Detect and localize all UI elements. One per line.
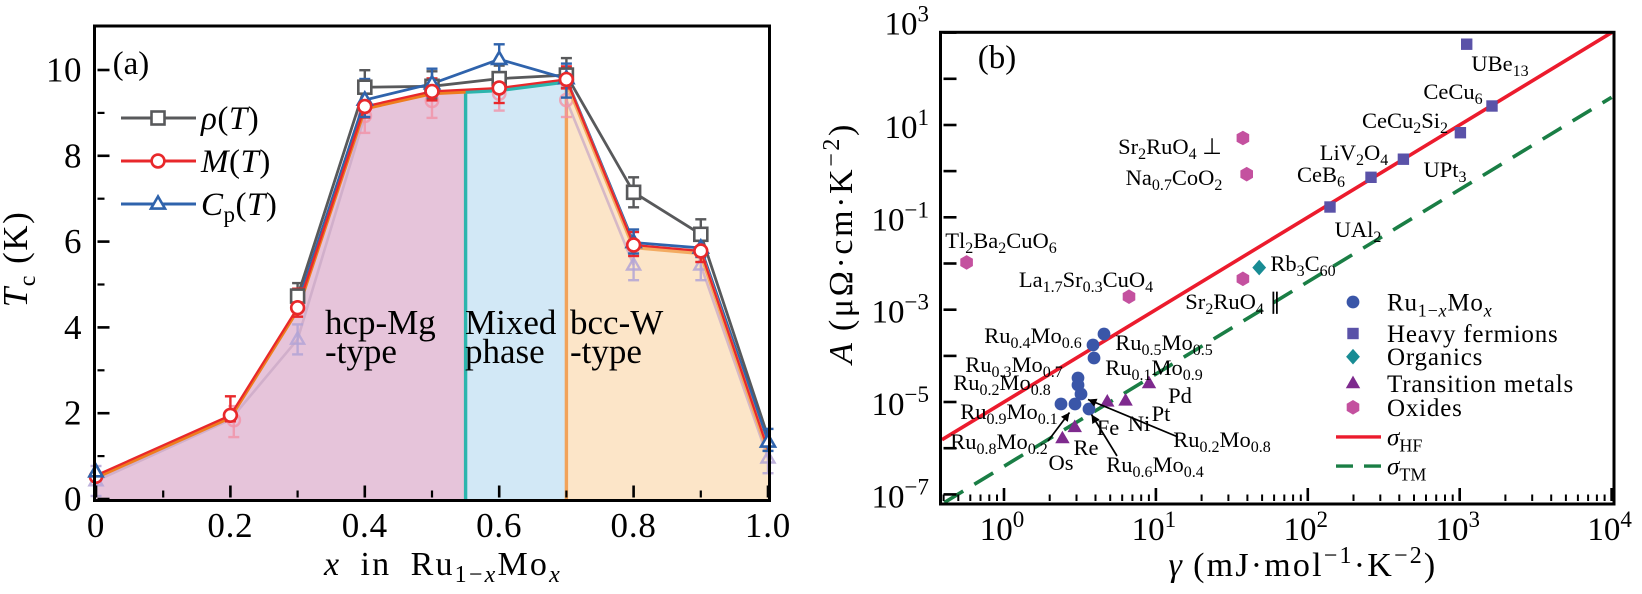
svg-text:Ru0.2​Mo0.8​: Ru0.2​Mo0.8​ (1173, 427, 1271, 456)
svg-text:103​: 103​ (885, 2, 930, 43)
svg-text:Cp​(T): Cp​(T) (201, 187, 277, 227)
svg-text:UPt3​: UPt3​ (1423, 157, 1466, 186)
svg-text:Ru0.6​Mo0.4​: Ru0.6​Mo0.4​ (1106, 452, 1204, 481)
svg-text:101​: 101​ (885, 105, 930, 146)
svg-text:Tc​ (K): Tc​ (K) (0, 211, 41, 307)
svg-text:10−1​: 10−1​ (872, 197, 929, 238)
svg-text:1.0: 1.0 (745, 506, 791, 545)
svg-text:0.6: 0.6 (476, 506, 522, 545)
svg-text:(b): (b) (978, 40, 1016, 76)
svg-text:Ru1−​x​Mox​: Ru1−​x​Mox​ (1387, 290, 1492, 321)
svg-text:2: 2 (64, 394, 82, 433)
svg-text:CeCu2​Si2​: CeCu2​Si2​ (1362, 108, 1448, 137)
svg-text:bcc-W: bcc-W (570, 303, 663, 342)
svg-text:0.8: 0.8 (611, 506, 657, 545)
svg-text:Fe: Fe (1097, 415, 1120, 440)
svg-text:-type: -type (325, 332, 397, 371)
svg-text:Ru0.2​Mo0.8​: Ru0.2​Mo0.8​ (953, 370, 1051, 399)
svg-text:Os: Os (1048, 450, 1073, 475)
svg-text:Ni: Ni (1128, 411, 1151, 436)
svg-text:LiV2​O4​: LiV2​O4​ (1320, 140, 1389, 169)
svg-text:Pd: Pd (1168, 383, 1192, 408)
svg-text:σTM​: σTM​ (1387, 454, 1426, 485)
svg-text:(a): (a) (113, 46, 150, 82)
svg-text:Oxides: Oxides (1387, 395, 1463, 422)
svg-text:CeB6​: CeB6​ (1297, 162, 1345, 191)
svg-text:Sr2​RuO4​ ∥: Sr2​RuO4​ ∥ (1185, 289, 1280, 318)
svg-text:x in Ru1−​x​Mox​: x in Ru1−​x​Mox​ (323, 546, 562, 588)
svg-text:104​: 104​ (1587, 507, 1632, 548)
svg-text:10−5​: 10−5​ (872, 382, 929, 423)
svg-text:10: 10 (46, 51, 82, 90)
svg-text:Ru0.3​Mo0.7​: Ru0.3​Mo0.7​ (965, 352, 1063, 381)
svg-text:102​: 102​ (1284, 507, 1329, 548)
svg-text:Heavy fermions: Heavy fermions (1387, 321, 1559, 348)
svg-text:0.2: 0.2 (207, 506, 253, 545)
svg-text:Mixed: Mixed (465, 303, 557, 342)
svg-text:A (μΩ·cm·K−2​): A (μΩ·cm·K−2​) (819, 122, 860, 366)
svg-text:10−3​: 10−3​ (872, 290, 929, 331)
svg-text:100​: 100​ (980, 507, 1025, 548)
svg-text:Na0.7​CoO2​: Na0.7​CoO2​ (1126, 165, 1223, 194)
svg-text:Pt: Pt (1152, 401, 1172, 426)
svg-text:La1.7​Sr0.3​CuO4​: La1.7​Sr0.3​CuO4​ (1019, 267, 1153, 296)
svg-text:0: 0 (87, 506, 105, 545)
svg-text:Tl2​Ba2​CuO6​: Tl2​Ba2​CuO6​ (945, 228, 1057, 257)
svg-text:Ru0.8​Mo0.2​: Ru0.8​Mo0.2​ (950, 429, 1048, 458)
svg-text:γ (mJ·mol−1​·K−2​): γ (mJ·mol−1​·K−2​) (1169, 543, 1438, 584)
svg-text:Ru0.5​Mo0.5​: Ru0.5​Mo0.5​ (1115, 330, 1213, 359)
svg-text:Ru0.4​Mo0.6​: Ru0.4​Mo0.6​ (984, 323, 1082, 352)
svg-text:8: 8 (64, 136, 82, 175)
svg-text:hcp-Mg: hcp-Mg (325, 303, 436, 342)
svg-text:σHF​: σHF​ (1387, 424, 1422, 455)
svg-text:101​: 101​ (1132, 507, 1177, 548)
svg-text:Rb3​C60​: Rb3​C60​ (1270, 251, 1335, 280)
svg-text:Sr2​RuO4​ ⊥: Sr2​RuO4​ ⊥ (1118, 134, 1222, 163)
svg-text:M(T): M(T) (200, 144, 271, 180)
svg-text:ρ(T): ρ(T) (200, 101, 259, 137)
svg-text:Ru0.9​Mo0.1​: Ru0.9​Mo0.1​ (960, 399, 1058, 428)
svg-text:4: 4 (64, 308, 82, 347)
svg-text:0: 0 (64, 480, 82, 519)
svg-text:phase: phase (465, 332, 545, 371)
svg-text:UBe13​: UBe13​ (1471, 51, 1528, 80)
svg-text:-type: -type (570, 332, 642, 371)
svg-text:Ru0.1​Mo0.9​: Ru0.1​Mo0.9​ (1105, 355, 1203, 384)
svg-text:Organics: Organics (1387, 344, 1483, 371)
svg-text:0.4: 0.4 (342, 506, 388, 545)
svg-text:6: 6 (64, 222, 82, 261)
svg-text:103​: 103​ (1435, 507, 1480, 548)
svg-text:10−7​: 10−7​ (872, 474, 929, 515)
svg-text:Re: Re (1074, 435, 1099, 460)
svg-text:CeCu6​: CeCu6​ (1423, 79, 1482, 108)
svg-text:UAl2​: UAl2​ (1335, 217, 1382, 246)
svg-text:Transition metals: Transition metals (1387, 371, 1574, 398)
